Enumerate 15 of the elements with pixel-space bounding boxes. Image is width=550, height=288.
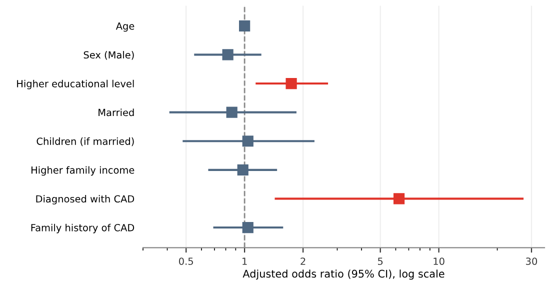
x-tick-label: 30: [526, 258, 538, 265]
y-tick-label: Children (if married): [36, 137, 134, 146]
x-tick-label: 2: [300, 258, 306, 265]
y-tick-label: Diagnosed with CAD: [36, 195, 134, 204]
y-tick-label: Sex (Male): [84, 51, 134, 60]
x-tick-label: 10: [434, 258, 444, 265]
x-tick-label: 5: [378, 258, 383, 265]
y-tick-label: Family history of CAD: [31, 224, 134, 234]
y-tick-label: Higher educational level: [17, 80, 134, 90]
y-tick-label: Higher family income: [32, 166, 134, 176]
y-tick-label: Married: [98, 108, 134, 116]
x-tick-label: 1: [242, 258, 247, 265]
y-tick-label: Age: [116, 22, 134, 32]
x-tick-label: 0.5: [179, 258, 193, 265]
x-axis-title: Adjusted odds ratio (95% CI), log scale: [242, 270, 444, 280]
